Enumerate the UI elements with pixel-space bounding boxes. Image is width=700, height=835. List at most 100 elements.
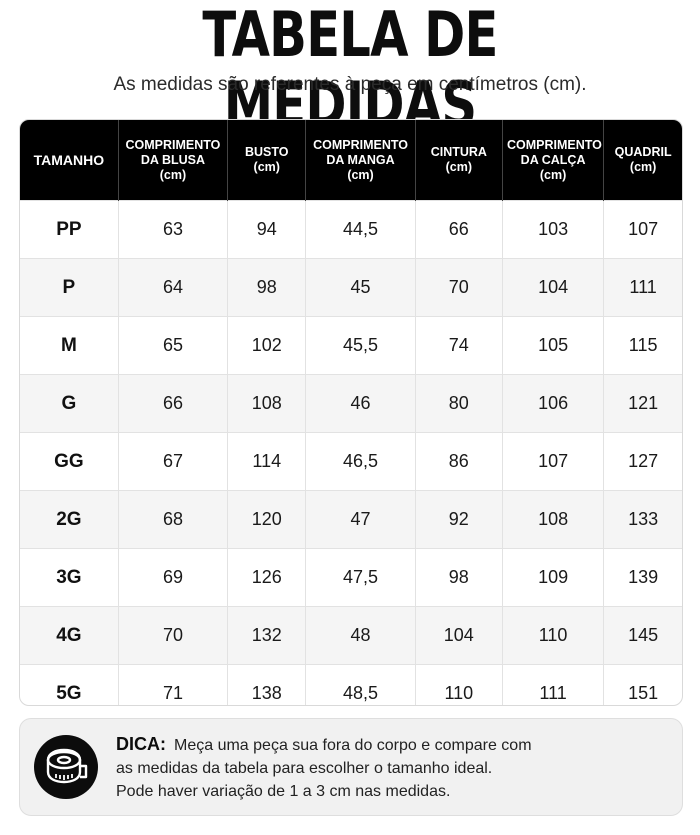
tip-box: DICA: Meça uma peça sua fora do corpo e c… [19, 718, 683, 816]
table-row: 2G 68 120 47 92 108 133 [20, 490, 682, 549]
table-row: P 64 98 45 70 104 111 [20, 258, 682, 317]
size-table: TAMANHO COMPRIMENTO DA BLUSA (cm) BUSTO (cm) C… [20, 120, 682, 705]
measurement-cell: 151 [603, 664, 682, 705]
header-text: (cm) [629, 160, 657, 174]
size-label: 5G [20, 664, 119, 705]
tip-line-3: Pode haver variação de 1 a 3 cm nas medi… [116, 783, 451, 800]
measurement-cell: 45 [305, 258, 416, 317]
header-size: TAMANHO [20, 120, 119, 201]
measurement-cell: 86 [415, 432, 503, 491]
measurement-cell: 138 [227, 664, 307, 705]
table-header: TAMANHO COMPRIMENTO DA BLUSA (cm) BUSTO (cm) C… [20, 120, 682, 201]
table-row: GG 67 114 46,5 86 107 127 [20, 432, 682, 491]
measurement-cell: 67 [118, 432, 229, 491]
measurement-cell: 70 [415, 258, 503, 317]
measurement-cell: 64 [118, 258, 229, 317]
measurement-cell: 69 [118, 548, 229, 607]
measurement-cell: 108 [227, 374, 307, 433]
header-text: DA BLUSA [140, 152, 206, 167]
measurement-cell: 114 [227, 432, 307, 491]
measurement-cell: 80 [415, 374, 503, 433]
measurement-cell: 126 [227, 548, 307, 607]
header-column-3: COMPRIMENTO DA MANGA (cm) [305, 120, 416, 201]
tip-text: DICA: Meça uma peça sua fora do corpo e c… [116, 733, 656, 803]
measurement-cell: 111 [603, 258, 682, 317]
header-column-1: COMPRIMENTO DA BLUSA (cm) [118, 120, 229, 201]
table-row: 4G 70 132 48 104 110 145 [20, 606, 682, 665]
header-column-6: QUADRIL (cm) [603, 120, 682, 201]
size-label: PP [20, 200, 119, 259]
header-text: DA CALÇA [520, 152, 586, 167]
measurement-cell: 115 [603, 316, 682, 375]
table-body: PP 63 94 44,5 66 103 107 P 64 98 45 70 104 111 M 65 102 4… [20, 200, 682, 705]
measurement-cell: 104 [502, 258, 605, 317]
header-text: COMPRIMENTO [506, 137, 602, 152]
header-text: QUADRIL [614, 145, 672, 159]
size-label: 4G [20, 606, 119, 665]
size-label: P [20, 258, 119, 317]
header-column-5: COMPRIMENTO DA CALÇA (cm) [502, 120, 605, 201]
measurement-cell: 48,5 [305, 664, 416, 705]
size-table-container: TAMANHO COMPRIMENTO DA BLUSA (cm) BUSTO (cm) C… [19, 119, 683, 706]
size-label: 2G [20, 490, 119, 549]
measurement-cell: 48 [305, 606, 416, 665]
header-text: (cm) [445, 160, 473, 174]
measurement-cell: 127 [603, 432, 682, 491]
measurement-cell: 103 [502, 200, 605, 259]
measurement-cell: 46 [305, 374, 416, 433]
measurement-cell: 70 [118, 606, 229, 665]
measurement-cell: 105 [502, 316, 605, 375]
header-text: BUSTO [244, 145, 289, 159]
measurement-cell: 66 [415, 200, 503, 259]
size-label: M [20, 316, 119, 375]
measurement-cell: 121 [603, 374, 682, 433]
measurement-cell: 47,5 [305, 548, 416, 607]
tip-line-1: Meça uma peça sua fora do corpo e compar… [174, 737, 532, 754]
header-text: (cm) [539, 167, 567, 182]
measurement-cell: 106 [502, 374, 605, 433]
tip-label: DICA: [116, 734, 166, 754]
header-text: COMPRIMENTO [313, 137, 408, 152]
measurement-cell: 98 [227, 258, 307, 317]
header-text: DA MANGA [326, 152, 395, 167]
measurement-cell: 44,5 [305, 200, 416, 259]
header-text: (cm) [347, 167, 374, 182]
measurement-cell: 110 [415, 664, 503, 705]
measurement-cell: 104 [415, 606, 503, 665]
page-subtitle: As medidas são referentes à peça em cent… [113, 74, 587, 95]
measurement-cell: 145 [603, 606, 682, 665]
measuring-tape-icon [34, 735, 98, 799]
size-label: 3G [20, 548, 119, 607]
measurement-cell: 102 [227, 316, 307, 375]
measurement-cell: 47 [305, 490, 416, 549]
table-row: G 66 108 46 80 106 121 [20, 374, 682, 433]
measurement-cell: 108 [502, 490, 605, 549]
table-row: PP 63 94 44,5 66 103 107 [20, 200, 682, 259]
size-label: GG [20, 432, 119, 491]
measurement-cell: 74 [415, 316, 503, 375]
table-row: 5G 71 138 48,5 110 111 151 [20, 664, 682, 705]
measurement-cell: 98 [415, 548, 503, 607]
measurement-cell: 63 [118, 200, 229, 259]
measurement-cell: 110 [502, 606, 605, 665]
measurement-cell: 107 [502, 432, 605, 491]
measurement-cell: 139 [603, 548, 682, 607]
header-text: (cm) [253, 160, 280, 174]
header-text: COMPRIMENTO [125, 137, 221, 152]
header-text: CINTURA [430, 145, 487, 159]
measurement-cell: 94 [227, 200, 307, 259]
measurement-cell: 71 [118, 664, 229, 705]
tip-line-2: as medidas da tabela para escolher o tam… [116, 760, 493, 777]
header-text: (cm) [159, 167, 187, 182]
measurement-cell: 132 [227, 606, 307, 665]
header-column-2: BUSTO (cm) [227, 120, 307, 201]
header-text: TAMANHO [33, 151, 105, 168]
measurement-cell: 120 [227, 490, 307, 549]
measurement-cell: 92 [415, 490, 503, 549]
table-row: M 65 102 45,5 74 105 115 [20, 316, 682, 375]
measurement-cell: 46,5 [305, 432, 416, 491]
size-label: G [20, 374, 119, 433]
measurement-cell: 66 [118, 374, 229, 433]
measurement-cell: 133 [603, 490, 682, 549]
table-row: 3G 69 126 47,5 98 109 139 [20, 548, 682, 607]
